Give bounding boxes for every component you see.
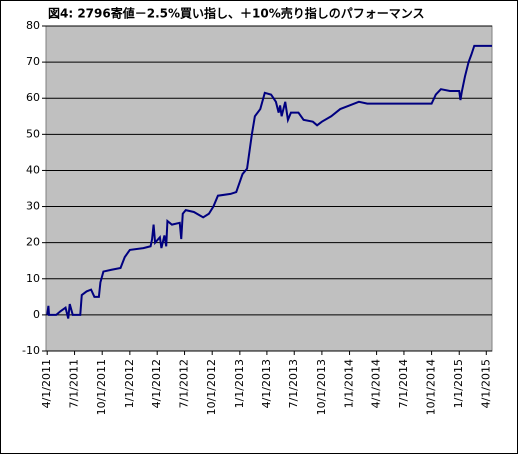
y-tick-label: 0	[33, 308, 40, 321]
y-tick-label: 10	[26, 272, 40, 285]
x-tick-label: 10/1/2014	[425, 359, 438, 415]
line-series	[46, 44, 492, 319]
x-tick-label: 1/1/2013	[233, 359, 246, 408]
x-tick-label: 10/1/2011	[95, 359, 108, 415]
x-tick-label: 4/1/2014	[370, 359, 383, 408]
y-tick-label: 40	[26, 163, 40, 176]
y-tick-label: 20	[26, 236, 40, 249]
y-tick-label: 80	[26, 19, 40, 32]
x-tick-label: 7/1/2014	[397, 359, 410, 408]
x-tick-label: 1/1/2012	[123, 359, 136, 408]
x-tick-label: 10/1/2012	[205, 359, 218, 415]
x-tick-label: 7/1/2012	[178, 359, 191, 408]
x-tick-label: 7/1/2013	[287, 359, 300, 408]
x-tick-label: 4/1/2015	[479, 359, 492, 408]
y-tick-label: 70	[26, 55, 40, 68]
chart-title: 図4: 2796寄値－2.5%買い指し、＋10%売り指しのパフォーマンス	[48, 6, 425, 21]
y-tick-label: 30	[26, 200, 40, 213]
x-tick-label: 1/1/2015	[452, 359, 465, 408]
y-tick-label: 60	[26, 91, 40, 104]
y-tick-label: -10	[22, 344, 40, 357]
x-tick-label: 4/1/2011	[40, 359, 53, 408]
x-tick-label: 10/1/2013	[315, 359, 328, 415]
plot-area	[45, 25, 493, 352]
x-tick-label: 7/1/2011	[68, 359, 81, 408]
x-tick-label: 1/1/2014	[343, 359, 356, 408]
x-tick-label: 4/1/2013	[260, 359, 273, 408]
x-tick-label: 4/1/2012	[150, 359, 163, 408]
y-tick-label: 50	[26, 127, 40, 140]
